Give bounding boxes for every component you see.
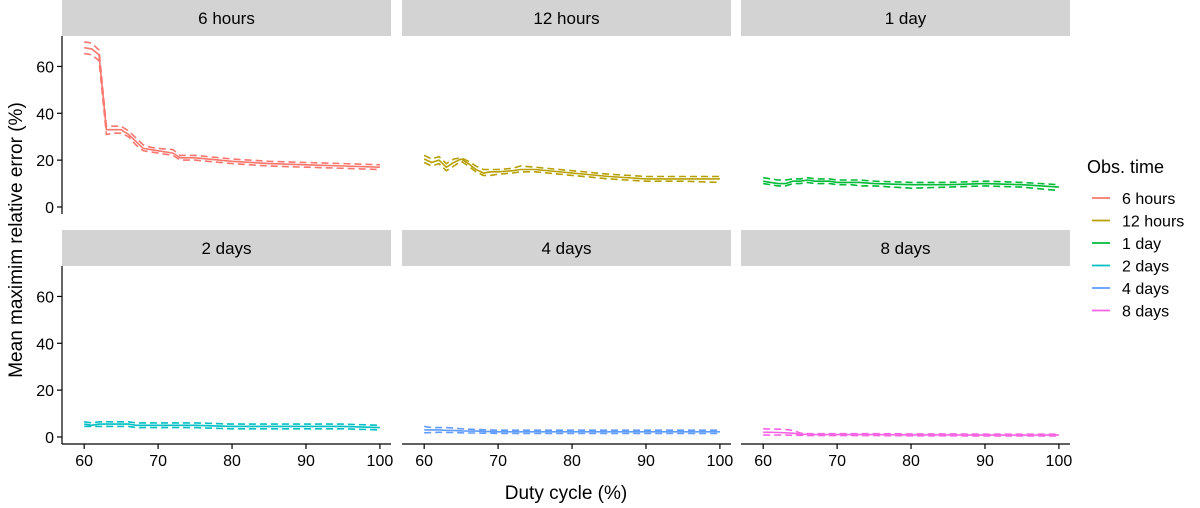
legend-label: 8 days bbox=[1122, 304, 1169, 321]
facet-panel: 6 hours 0 20 40 60 bbox=[36, 0, 391, 217]
facet-strip-label: 2 days bbox=[201, 239, 251, 258]
x-tick-label: 80 bbox=[902, 453, 920, 470]
facet-panel: 1 day bbox=[741, 0, 1070, 192]
facet-strip-label: 12 hours bbox=[533, 9, 599, 28]
series-lower-bound bbox=[84, 52, 380, 171]
series-upper-bound bbox=[423, 154, 720, 178]
series-lower-bound bbox=[84, 425, 380, 431]
facet-strip bbox=[402, 230, 731, 266]
facet-strip bbox=[741, 0, 1070, 36]
legend: Obs. time 6 hours 12 hours 1 day 2 days 4 da… bbox=[1087, 157, 1184, 321]
legend-entries: 6 hours 12 hours 1 day 2 days 4 days 8 days bbox=[1092, 191, 1184, 321]
y-tick-label: 20 bbox=[36, 383, 54, 400]
series-lower-bound bbox=[763, 434, 1059, 437]
series-upper-bound bbox=[84, 420, 380, 427]
legend-label: 12 hours bbox=[1122, 214, 1184, 231]
x-tick-label: 80 bbox=[223, 453, 241, 470]
y-axis-label: Mean maximim relative error (%) bbox=[6, 102, 27, 378]
x-tick-label: 100 bbox=[367, 453, 394, 470]
y-tick-label: 0 bbox=[45, 200, 54, 217]
y-tick-label: 20 bbox=[36, 153, 54, 170]
legend-label: 2 days bbox=[1122, 259, 1169, 276]
series-upper-bound bbox=[84, 41, 380, 166]
legend-label: 6 hours bbox=[1122, 191, 1175, 208]
facet-panel: 8 days 60 70 80 90 100 bbox=[741, 230, 1072, 470]
x-tick-label: 70 bbox=[828, 453, 846, 470]
facet-panel: 4 days 60 70 80 90 100 bbox=[402, 230, 733, 470]
series-upper-bound bbox=[424, 425, 720, 432]
series-mean-line bbox=[84, 423, 380, 429]
legend-label: 4 days bbox=[1122, 281, 1169, 298]
x-tick-label: 90 bbox=[637, 453, 655, 470]
series-mean-line bbox=[84, 46, 380, 168]
legend-title: Obs. time bbox=[1087, 157, 1164, 177]
series-mean-line bbox=[763, 431, 1059, 436]
x-tick-label: 80 bbox=[563, 453, 581, 470]
facet-strip-label: 8 days bbox=[880, 239, 930, 258]
facet-strip-label: 1 day bbox=[885, 9, 927, 28]
x-tick-label: 90 bbox=[297, 453, 315, 470]
y-tick-label: 60 bbox=[36, 59, 54, 76]
facet-strip bbox=[62, 230, 391, 266]
series-lower-bound bbox=[763, 181, 1059, 192]
series-mean-line bbox=[424, 429, 720, 433]
y-tick-label: 40 bbox=[36, 336, 54, 353]
series-mean-line bbox=[423, 158, 720, 180]
x-tick-label: 60 bbox=[415, 453, 433, 470]
x-tick-label: 70 bbox=[149, 453, 167, 470]
x-tick-label: 60 bbox=[754, 453, 772, 470]
x-tick-label: 90 bbox=[976, 453, 994, 470]
x-axis-label: Duty cycle (%) bbox=[505, 483, 627, 504]
legend-label: 1 day bbox=[1122, 236, 1161, 253]
facet-strip bbox=[741, 230, 1070, 266]
x-tick-label: 100 bbox=[707, 453, 734, 470]
facet-strip bbox=[402, 0, 731, 36]
x-tick-label: 100 bbox=[1046, 453, 1073, 470]
series-lower-bound bbox=[424, 431, 720, 435]
facet-panels: 6 hours 0 20 40 60 12 hours 1 day 2 days 0 20 40 60… bbox=[36, 0, 1072, 470]
facet-panel: 2 days 0 20 40 60 60 70 80 90 100 bbox=[36, 230, 393, 470]
y-tick-label: 40 bbox=[36, 106, 54, 123]
y-tick-label: 0 bbox=[45, 430, 54, 447]
facet-strip-label: 4 days bbox=[541, 239, 591, 258]
facet-strip-label: 6 hours bbox=[198, 9, 255, 28]
facet-strip bbox=[62, 0, 391, 36]
series-mean-line bbox=[763, 179, 1059, 188]
y-tick-label: 60 bbox=[36, 289, 54, 306]
x-tick-label: 60 bbox=[75, 453, 93, 470]
series-upper-bound bbox=[763, 176, 1059, 186]
x-tick-label: 70 bbox=[489, 453, 507, 470]
facet-panel: 12 hours bbox=[402, 0, 731, 184]
series-upper-bound bbox=[763, 428, 1059, 436]
series-lower-bound bbox=[423, 160, 720, 184]
